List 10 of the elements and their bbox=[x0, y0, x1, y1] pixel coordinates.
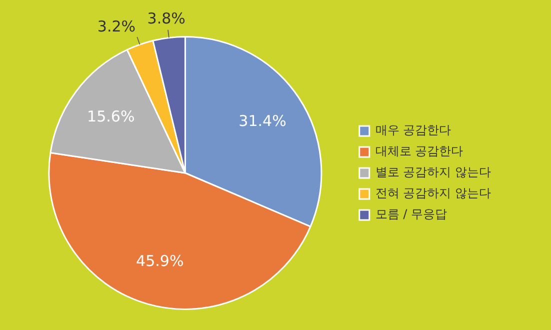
data-label: 15.6% bbox=[87, 108, 135, 126]
legend-label: 매우 공감한다 bbox=[375, 123, 452, 138]
data-label: 3.2% bbox=[97, 17, 136, 36]
data-label: 45.9% bbox=[136, 252, 184, 270]
legend-label: 전혀 공감하지 않는다 bbox=[375, 186, 492, 200]
data-label: 3.8% bbox=[147, 10, 186, 28]
data-label: 31.4% bbox=[238, 112, 286, 130]
legend-label: 대체로 공감한다 bbox=[375, 144, 464, 158]
legend-label: 별로 공감하지 않는다 bbox=[375, 165, 492, 180]
legend-label: 모름 / 무응답 bbox=[375, 207, 448, 222]
